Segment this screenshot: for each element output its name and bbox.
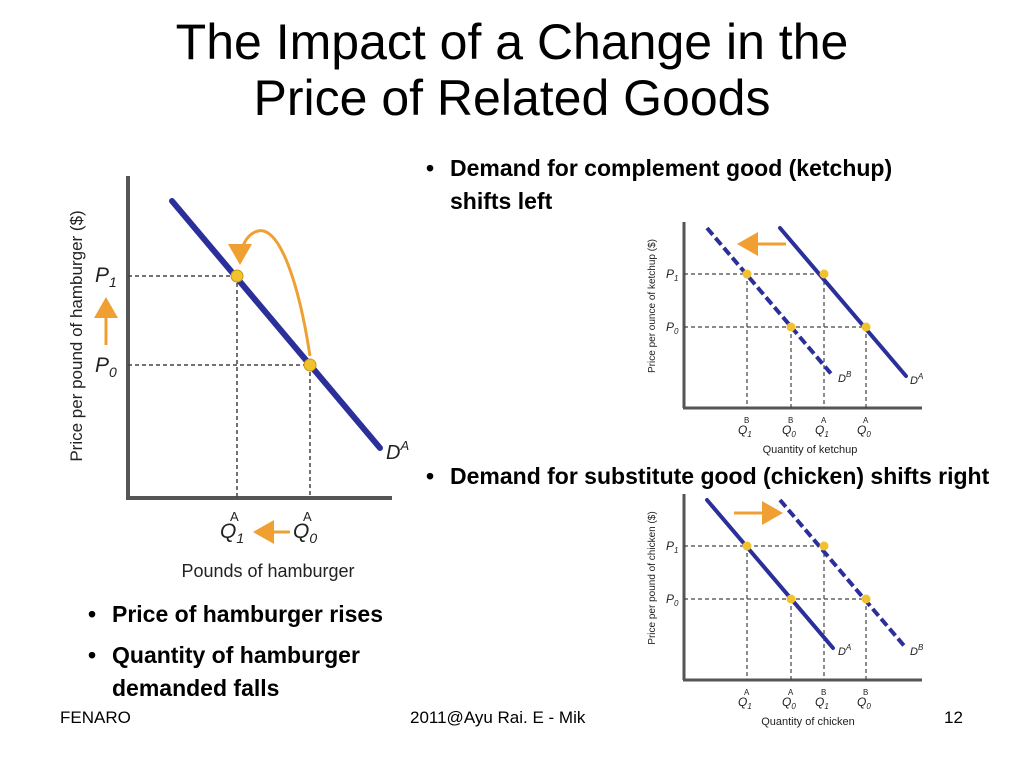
ketchup-point-0b	[786, 322, 796, 332]
chicken-point-1a	[742, 541, 752, 551]
ketchup-x-label: Quantity of ketchup	[763, 444, 858, 456]
ketchup-point-1a	[819, 269, 829, 279]
chicken-q1b-label: Q1	[815, 695, 829, 711]
ketchup-curve-old-label: DA	[910, 372, 923, 387]
hamburger-q0-label: Q0	[293, 520, 317, 546]
ketchup-q1b-label: Q1	[738, 423, 752, 439]
ketchup-q0a-sup: A	[863, 416, 869, 425]
page-number: 12	[944, 708, 963, 727]
hamburger-y-label: Price per pound of hamburger ($)	[67, 210, 86, 461]
chicken-point-0a	[786, 594, 796, 604]
bullets-substitute: Demand for substitute good (chicken) shi…	[418, 460, 998, 493]
chicken-diagram: Price per pound of chicken ($) Quantity …	[647, 494, 924, 728]
chicken-curve-new-label: DB	[910, 643, 924, 658]
chicken-q0a-sup: A	[788, 688, 794, 697]
bullets-complement: Demand for complement good (ketchup) shi…	[418, 152, 898, 218]
ketchup-point-0a	[861, 322, 871, 332]
ketchup-point-1b	[742, 269, 752, 279]
chicken-curve-old-label: DA	[838, 643, 851, 658]
ketchup-q-labels: B Q1 B Q0 A Q1 A Q0	[738, 416, 871, 439]
hamburger-movement-arrow	[228, 229, 312, 357]
hamburger-diagram: Price per pound of hamburger ($) Pounds …	[67, 176, 409, 581]
chicken-demand-shifted	[778, 498, 908, 650]
ketchup-curve-new-label: DB	[838, 370, 852, 385]
ketchup-p1-label: P1	[666, 267, 678, 283]
hamburger-q0-sup: A	[303, 509, 312, 524]
chicken-y-label: Price per pound of chicken ($)	[647, 511, 658, 644]
hamburger-point-0	[303, 358, 317, 372]
footer-left: FENARO	[60, 708, 131, 727]
chicken-point-0b	[861, 594, 871, 604]
chicken-q0b-sup: B	[863, 688, 868, 697]
chicken-q0a-label: Q0	[782, 695, 796, 711]
ketchup-demand-original	[778, 226, 908, 378]
ketchup-q0b-sup: B	[788, 416, 793, 425]
ketchup-q0b-label: Q0	[782, 423, 796, 439]
chicken-demand-original	[705, 498, 835, 650]
ketchup-q1a-label: Q1	[815, 423, 829, 439]
chicken-point-1b	[819, 541, 829, 551]
hamburger-p0-label: P0	[95, 354, 117, 380]
hamburger-x-label: Pounds of hamburger	[181, 561, 354, 581]
title-line-2: Price of Related Goods	[253, 70, 771, 126]
hamburger-demand-curve	[169, 198, 383, 451]
chicken-q1a-label: Q1	[738, 695, 752, 711]
ketchup-diagram: Price per ounce of ketchup ($) Quantity …	[647, 222, 923, 456]
bullet-quantity-falls: Quantity of hamburger demanded falls	[80, 639, 460, 705]
bullet-price-rises: Price of hamburger rises	[80, 598, 460, 631]
ketchup-p0-label: P0	[666, 320, 679, 336]
ketchup-demand-shifted	[705, 226, 835, 378]
ketchup-q1a-sup: A	[821, 416, 827, 425]
chicken-q1b-sup: B	[821, 688, 826, 697]
chicken-p0-label: P0	[666, 592, 679, 608]
hamburger-curve-label: DA	[386, 438, 409, 464]
ketchup-q1b-sup: B	[744, 416, 749, 425]
hamburger-p1-label: P1	[95, 264, 117, 290]
bullet-complement: Demand for complement good (ketchup) shi…	[418, 152, 898, 218]
hamburger-point-1	[230, 269, 244, 283]
ketchup-y-label: Price per ounce of ketchup ($)	[647, 239, 658, 373]
hamburger-q1-sup: A	[230, 509, 239, 524]
chicken-p1-label: P1	[666, 539, 678, 555]
ketchup-q0a-label: Q0	[857, 423, 871, 439]
footer-center: 2011@Ayu Rai. E - Mik	[410, 708, 586, 727]
chicken-q0b-label: Q0	[857, 695, 871, 711]
hamburger-q1-label: Q1	[220, 520, 244, 546]
chicken-q1a-sup: A	[744, 688, 750, 697]
bullets-hamburger: Price of hamburger rises Quantity of ham…	[80, 598, 460, 705]
title-line-1: The Impact of a Change in the	[175, 14, 849, 70]
bullet-substitute: Demand for substitute good (chicken) shi…	[418, 460, 998, 493]
slide-title: The Impact of a Change in the Price of R…	[0, 14, 1024, 126]
chicken-x-label: Quantity of chicken	[761, 716, 855, 728]
chicken-q-labels: A Q1 A Q0 B Q1 B Q0	[738, 688, 871, 711]
